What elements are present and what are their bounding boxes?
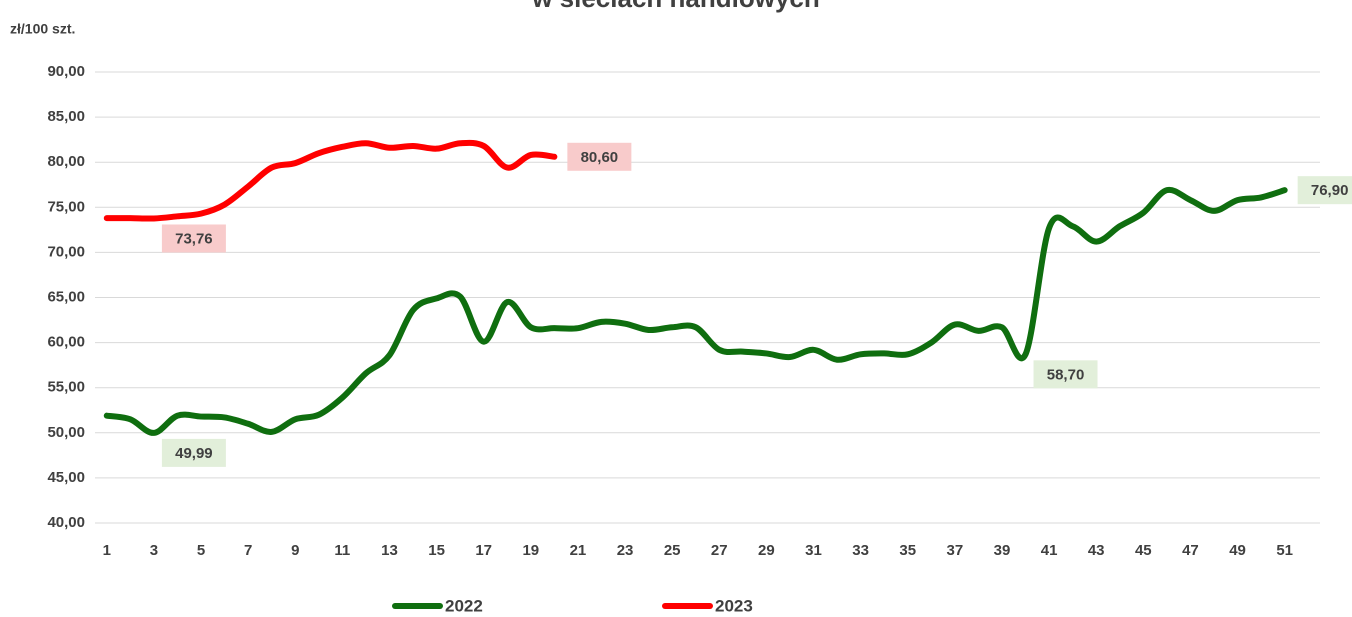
y-tick-label: 75,00 (47, 198, 85, 215)
x-tick-label: 21 (570, 542, 587, 559)
data-label-text: 76,90 (1311, 182, 1349, 199)
x-tick-label: 13 (381, 542, 398, 559)
data-label-box (1033, 360, 1098, 389)
y-tick-label: 65,00 (47, 288, 85, 305)
data-label-text: 80,60 (581, 149, 619, 166)
x-tick-label: 47 (1182, 542, 1199, 559)
x-tick-label: 25 (664, 542, 681, 559)
x-tick-label: 3 (150, 542, 158, 559)
x-tick-label: 7 (244, 542, 252, 559)
x-tick-label: 45 (1135, 542, 1152, 559)
data-label-box (567, 142, 632, 171)
data-label: 76,90 (1297, 176, 1352, 205)
data-label: 58,70 (1033, 360, 1098, 389)
x-tick-label: 41 (1041, 542, 1058, 559)
x-tick-label: 19 (522, 542, 539, 559)
data-label: 73,76 (161, 224, 226, 253)
data-label: 80,60 (567, 142, 632, 171)
x-tick-label: 23 (617, 542, 634, 559)
x-tick-label: 51 (1276, 542, 1293, 559)
x-tick-label: 1 (103, 542, 111, 559)
chart-title: w sieciach handlowych (531, 0, 820, 13)
x-tick-label: 9 (291, 542, 299, 559)
x-tick-label: 27 (711, 542, 728, 559)
y-axis-label: zł/100 szt. (10, 21, 75, 37)
x-tick-label: 29 (758, 542, 775, 559)
legend-label: 2023 (715, 596, 753, 615)
data-label-text: 49,99 (175, 445, 213, 462)
x-tick-label: 31 (805, 542, 822, 559)
series-line (103, 186, 1288, 436)
y-tick-label: 70,00 (47, 243, 85, 260)
y-tick-label: 50,00 (47, 424, 85, 441)
y-tick-label: 90,00 (47, 63, 85, 80)
x-tick-label: 35 (899, 542, 916, 559)
y-tick-label: 45,00 (47, 469, 85, 486)
x-tick-label: 11 (334, 542, 350, 559)
x-tick-label: 5 (197, 542, 205, 559)
x-tick-label: 39 (994, 542, 1011, 559)
data-label: 49,99 (161, 438, 226, 467)
x-tick-label: 17 (475, 542, 492, 559)
y-tick-label: 60,00 (47, 334, 85, 351)
legend-label: 2022 (445, 596, 483, 615)
data-label-text: 73,76 (175, 230, 213, 247)
y-tick-label: 55,00 (47, 379, 85, 396)
data-label-box (161, 438, 226, 467)
x-tick-label: 33 (852, 542, 869, 559)
data-label-text: 58,70 (1047, 366, 1085, 383)
y-tick-label: 80,00 (47, 153, 85, 170)
data-label-box (1297, 176, 1352, 205)
data-label-box (161, 224, 226, 253)
x-tick-label: 49 (1229, 542, 1246, 559)
y-tick-label: 40,00 (47, 514, 85, 531)
series-line (103, 139, 558, 222)
y-tick-label: 85,00 (47, 108, 85, 125)
x-tick-label: 43 (1088, 542, 1105, 559)
x-tick-label: 15 (428, 542, 445, 559)
x-tick-label: 37 (947, 542, 964, 559)
